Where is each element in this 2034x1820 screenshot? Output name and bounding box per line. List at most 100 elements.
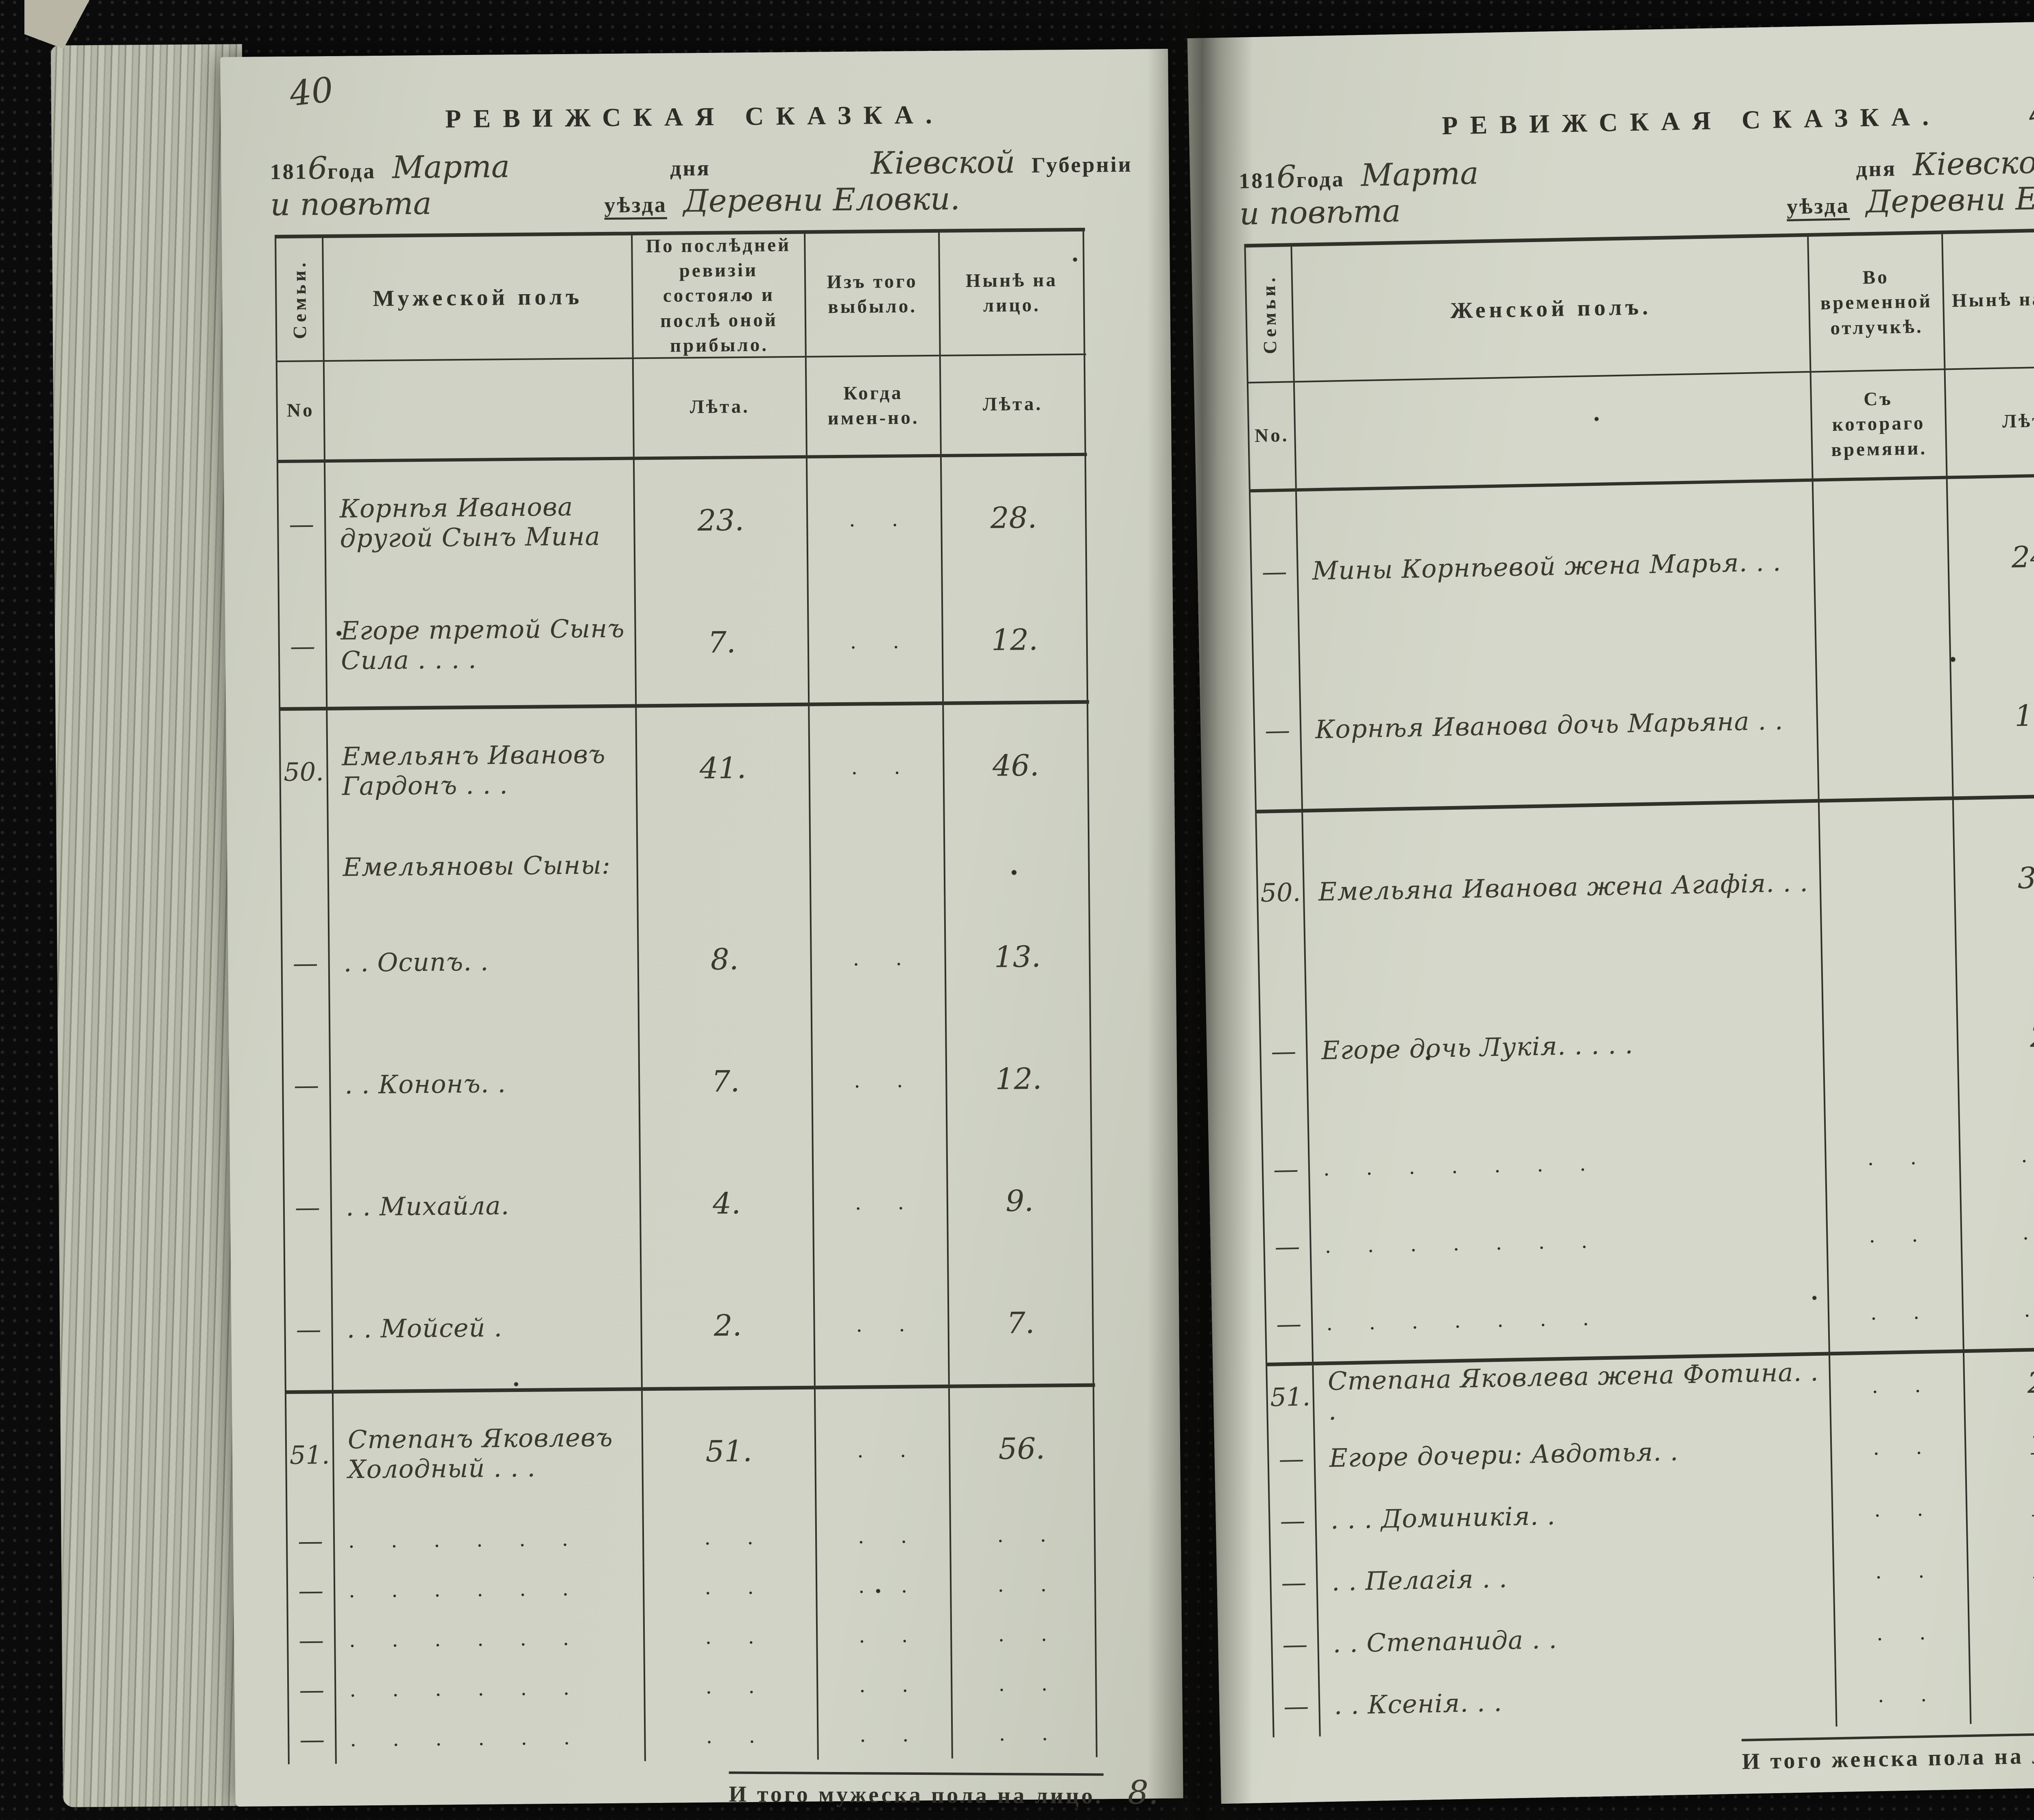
family-no-cell: —: [1268, 1489, 1317, 1552]
col3-header: По послѣдней ревизіи состояло и послѣ он…: [633, 234, 807, 358]
present-age-cell: 28.: [1964, 1349, 2034, 1415]
present-age-cell: 7.: [949, 1261, 1094, 1385]
table-row: — Мины Корнѣевой жена Марья. . . 24.: [1249, 476, 2034, 651]
present-age-cell: 46.: [944, 704, 1089, 827]
age-last-revision-cell: 7.: [635, 580, 810, 704]
uyezd-word: уѣзда: [1786, 192, 1850, 221]
family-no-cell: —: [286, 1565, 336, 1615]
name-cell: . . . . . .: [336, 1662, 646, 1714]
page-title: РЕВИЖСКАЯ СКАЗКА.: [445, 100, 945, 133]
present-age-cell: 12.: [943, 578, 1089, 701]
present-age-cell: . .: [1961, 1191, 2034, 1272]
table-subheader-row: No Лѣта. Когда имен-но. Лѣта.: [275, 355, 1087, 463]
group-column-header: Мужеской полъ: [323, 235, 634, 361]
departed-when-cell: . .: [815, 1388, 951, 1512]
village-handwritten: Деревни Еловки.: [1865, 178, 2034, 220]
name-cell: . . . . . .: [335, 1612, 645, 1665]
table-row: 50. Емельяна Иванова жена Агафія. . . 35.: [1255, 797, 2034, 972]
family-no-cell: —: [1271, 1674, 1321, 1737]
family-no-cell: [279, 832, 330, 902]
left-page: 40 РЕВИЖСКАЯ СКАЗКА. 181 6 года Марта дня …: [220, 48, 1183, 1811]
present-age-cell: 56.: [949, 1387, 1096, 1510]
name-cell: . . . Доминикія. .: [1316, 1479, 1834, 1551]
present-age-cell: 35.: [1953, 797, 2034, 959]
name-cell: Корнѣя Иванова дочь Марьяна . .: [1300, 640, 1820, 809]
age-last-revision-cell: 41.: [637, 706, 811, 830]
name-cell: . . . . . . .: [1310, 1197, 1829, 1285]
family-no-cell: —: [1261, 1130, 1311, 1208]
present-age-cell: 11.: [1968, 1535, 2034, 1600]
table-row: —. . . . . .. .. .. .: [287, 1658, 1098, 1715]
family-no-cell: —: [1264, 1284, 1314, 1363]
name-cell: . . . . . . .: [1309, 1120, 1827, 1207]
family-no-cell: —: [1262, 1207, 1312, 1286]
name-cell: Мины Корнѣевой жена Марья. . .: [1297, 481, 1817, 651]
col4-subheader: Лѣта.: [1945, 367, 2034, 476]
family-no-cell: —: [277, 585, 328, 708]
absence-since-cell: . .: [1831, 1415, 1967, 1479]
table-row: — Корнѣя Иванова дочь Марьяна . . 17.: [1252, 634, 2034, 810]
family-column-header: Семьи.: [275, 238, 325, 361]
present-age-cell: 14.: [1966, 1473, 2034, 1538]
family-no-cell: —: [286, 1515, 335, 1566]
departed-when-cell: . .: [814, 1262, 950, 1386]
name-cell: Егоре дочери: Авдотья. .: [1315, 1417, 1833, 1489]
family-no-subheader: No.: [1246, 382, 1297, 489]
age-last-revision-cell: . .: [644, 1511, 817, 1563]
departed-when-cell: . .: [807, 457, 943, 581]
col3-subheader: Лѣта.: [633, 357, 807, 457]
family-column-header-label: Семьи.: [1258, 274, 1281, 354]
present-age-cell: 24.: [1947, 476, 2034, 638]
family-no-cell: —: [284, 1267, 334, 1390]
name-cell: . . . . . .: [335, 1562, 645, 1615]
age-last-revision-cell: 23.: [634, 458, 809, 582]
gubernia-word: Губерніи: [1031, 152, 1133, 177]
present-age-cell: [945, 826, 1090, 896]
village-handwritten: Деревни Еловки.: [683, 180, 960, 219]
present-age-cell: 1.: [1970, 1658, 2034, 1724]
family-no-cell: —: [282, 1023, 332, 1147]
table-header-row: Семьи. Женской полъ. Во временной отлучкѣ.…: [1244, 231, 2034, 384]
table-row: —. . . . . .. .. .. .: [287, 1707, 1098, 1764]
table-row: —. . . . . .. .. .. .: [286, 1509, 1097, 1566]
col5-header: Нынѣ на лицо.: [940, 231, 1085, 355]
age-last-revision-cell: 4.: [640, 1141, 815, 1265]
age-last-revision-cell: . .: [645, 1660, 818, 1712]
table-row: — Егоре третой Сынъ Сила . . . . 7.. . 12.: [277, 578, 1089, 708]
absence-since-cell: . .: [1827, 1195, 1963, 1275]
family-no-cell: —: [1249, 492, 1300, 651]
table-row: —. . Мойсей . 2.. . 7.: [284, 1261, 1095, 1390]
total-label: И того женска пола на лицо.: [1742, 1732, 2034, 1775]
col3-header: Во временной отлучкѣ.: [1809, 234, 1946, 371]
family-no-cell: —: [1270, 1612, 1320, 1676]
family-no-cell: —: [1267, 1427, 1316, 1490]
revision-table-males: Семьи. Мужеской полъ По послѣдней ревизіи …: [275, 227, 1098, 1764]
gubernia-handwritten: Кіевской: [871, 144, 1015, 181]
absence-since-cell: [1816, 638, 1954, 799]
year-printed: 181: [270, 159, 308, 184]
departed-when-cell: . .: [816, 1510, 952, 1561]
family-no-subheader: No: [275, 362, 325, 460]
page-number: 40: [287, 69, 336, 114]
absence-since-cell: . .: [1833, 1538, 1969, 1603]
family-no-cell: 50.: [1255, 812, 1306, 972]
absence-since-cell: . .: [1832, 1476, 1968, 1541]
absence-since-cell: . .: [1830, 1353, 1966, 1418]
family-no-cell: 51.: [284, 1393, 335, 1516]
absence-since-cell: . .: [1835, 1600, 1971, 1665]
family-column-header-label: Семьи.: [288, 259, 310, 339]
name-cell: . . Ксенія. . .: [1319, 1665, 1838, 1737]
present-age-cell: . .: [951, 1558, 1096, 1610]
subheading-row: Емельяновы Сыны:: [279, 826, 1091, 902]
name-cell: . . . . . .: [336, 1711, 646, 1764]
present-age-cell: 17.: [1951, 634, 2034, 797]
name-cell: Егоре дочь Лукія. . . . .: [1306, 961, 1826, 1130]
table-row: —. . Осипъ. . 8.. . 13.: [280, 895, 1092, 1025]
absence-since-cell: [1822, 959, 1960, 1120]
age-last-revision-cell: 2.: [642, 1263, 816, 1387]
col4-subheader: Когда имен-но.: [806, 356, 942, 455]
name-cell: Степанъ Яковлевъ Холодный . . .: [333, 1391, 644, 1516]
table-subheader-row: No. Съ котораго времяни. Лѣта.: [1246, 367, 2034, 493]
